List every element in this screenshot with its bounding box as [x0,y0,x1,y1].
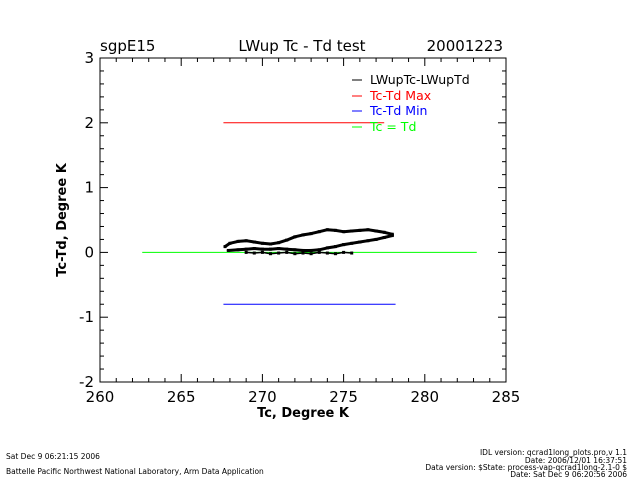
data-point [269,242,273,246]
data-point [293,248,297,252]
x-tick-label-3: 275 [329,388,358,406]
data-point [342,243,346,247]
data-point [260,250,264,254]
legend-label-max: Tc-Td Max [369,88,431,103]
data-point [223,245,227,249]
data-point [277,241,281,245]
y-tick-label-3: 1 [84,179,94,197]
data-point [366,228,370,232]
y-tick-label-4: 2 [84,114,94,132]
data-point [342,250,346,254]
data-point [342,230,346,234]
data-point [333,228,337,232]
data-point [358,228,362,232]
footer-data-date: Date: Sat Dec 9 06:20:56 2006 [510,470,627,479]
data-point [325,251,329,255]
data-point [293,235,297,239]
x-tick-label-4: 280 [410,388,439,406]
data-point [269,247,273,251]
data-point [236,248,240,252]
data-point [374,237,378,241]
data-point [350,241,354,245]
series-trace-0 [223,228,394,249]
data-point [269,252,273,256]
y-axis-label: Tc-Td, Degree K [55,162,70,276]
footer-idl-date: Date: 2006/12/01 16:37:51 [525,456,627,465]
data-point [301,233,305,237]
data-point [285,238,289,242]
data-point [301,251,305,255]
data-point [390,234,394,238]
footer-institution: Battelle Pacific Northwest National Labo… [6,467,264,476]
y-tick-label-5: 3 [84,49,94,67]
x-tick-label-0: 260 [86,388,115,406]
data-point [226,248,230,252]
data-point [309,252,313,256]
x-tick-label-1: 265 [167,388,196,406]
data-point [350,229,354,233]
footer-data-version: Data version: $State: process-vap-qcrad1… [425,463,627,472]
data-point [350,251,354,255]
data-point [358,240,362,244]
data-point [325,228,329,232]
legend-label-equal: Tc = Td [369,119,416,134]
x-axis-label: Tc, Degree K [257,406,350,421]
data-point [285,250,289,254]
data-point [382,230,386,234]
reference-line-group [142,122,477,305]
data-point-group [223,228,394,256]
data-point [382,235,386,239]
data-point [277,251,281,255]
data-point [309,232,313,236]
data-point [244,239,248,243]
data-point [285,247,289,251]
data-point [260,247,264,251]
footer-run-date: Sat Dec 9 06:21:15 2006 [6,452,100,461]
data-point [244,247,248,251]
data-point [333,252,337,256]
data-point [293,252,297,256]
legend-label-min: Tc-Td Min [369,103,427,118]
legend: LWupTc-LWupTd Tc-Td Max Tc-Td Min Tc = T… [352,72,470,134]
tick-label-group: 260 265 270 275 280 285 -2 -1 0 1 2 3 [79,49,520,406]
data-point [317,230,321,234]
legend-label-data: LWupTc-LWupTd [370,72,470,87]
y-tick-label-1: -1 [79,308,94,326]
data-point [260,241,264,245]
data-point [309,248,313,252]
data-point [317,248,321,252]
data-point [333,245,337,249]
data-point [366,239,370,243]
plot-frame [99,57,507,383]
date-label: 20001223 [427,37,503,55]
data-point [277,247,281,251]
y-tick-label-2: 0 [84,243,94,261]
data-point [252,251,256,255]
data-point [244,250,248,254]
data-point [325,246,329,250]
x-tick-label-2: 270 [248,388,277,406]
data-point [301,248,305,252]
footer-idl-version: IDL version: qcrad1long_plots.pro,v 1.1 [480,448,627,457]
data-point [236,239,240,243]
data-point [252,240,256,244]
chart-title: LWup Tc - Td test [238,37,365,55]
y-tick-label-0: -2 [79,373,94,391]
data-point [317,250,321,254]
data-point [374,229,378,233]
x-tick-label-5: 285 [492,388,521,406]
data-point [252,247,256,251]
site-label: sgpE15 [100,37,155,55]
tick-group [99,57,507,383]
data-point [228,241,232,245]
